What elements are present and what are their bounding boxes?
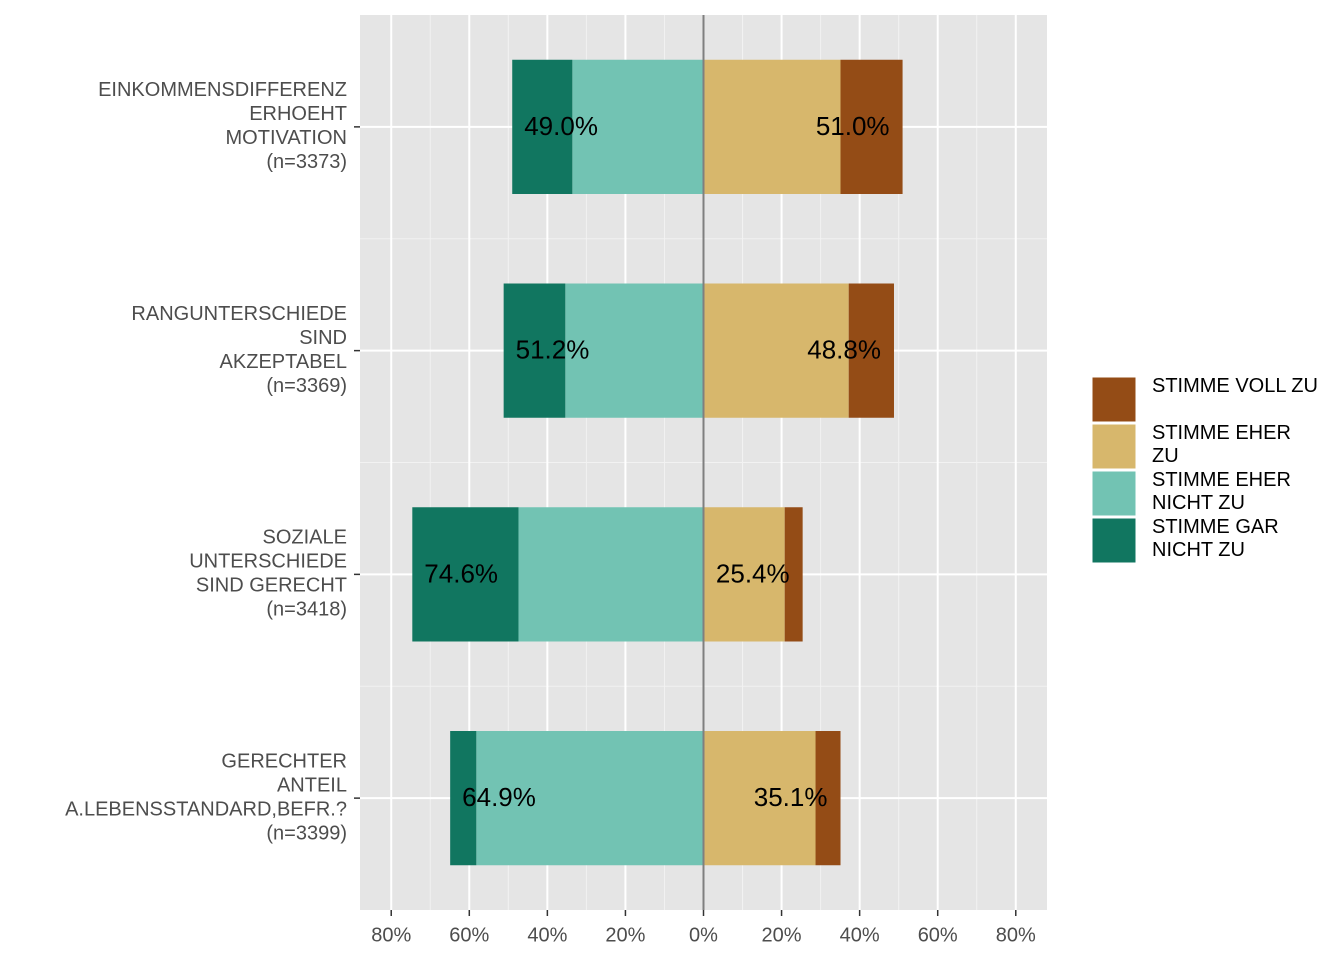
value-label: 64.9% — [462, 782, 536, 812]
legend-label: STIMME VOLL ZU — [1152, 375, 1318, 397]
bar-segment — [476, 731, 704, 866]
bar-segment — [840, 59, 903, 194]
legend-label: STIMME EHER ZU — [1152, 422, 1291, 467]
y-tick-label: SOZIALE — [263, 527, 347, 549]
y-tick-label: (n=3373) — [266, 151, 347, 173]
legend-key — [1091, 517, 1137, 564]
bar-segment — [848, 283, 894, 418]
bar-segment — [703, 507, 785, 642]
y-tick-label: ANTEIL — [277, 774, 347, 796]
y-tick-label: GERECHTER — [221, 750, 347, 772]
bar-segment — [512, 59, 573, 194]
legend-key — [1091, 423, 1137, 470]
bar-segment — [703, 731, 816, 866]
bar-segment — [565, 283, 704, 418]
bar-segment — [815, 731, 841, 866]
legend-key — [1091, 376, 1137, 423]
value-label: 49.0% — [524, 111, 598, 141]
y-tick-label: (n=3399) — [266, 822, 347, 844]
y-tick-label: SIND — [299, 327, 347, 349]
legend-label: STIMME EHER NICHT ZU — [1152, 469, 1291, 514]
x-tick-label: 0% — [689, 924, 718, 946]
y-tick-label: (n=3369) — [266, 375, 347, 397]
y-tick-label: AKZEPTABEL — [220, 351, 347, 373]
legend-key — [1091, 470, 1137, 517]
y-tick-label: MOTIVATION — [226, 127, 347, 149]
y-tick-label: A.LEBENSSTANDARD,BEFR.? — [65, 798, 347, 820]
bar-segment — [518, 507, 704, 642]
x-tick-label: 80% — [996, 924, 1036, 946]
y-tick-label: RANGUNTERSCHIEDE — [131, 303, 347, 325]
y-tick-label: EINKOMMENSDIFFERENZ — [98, 79, 347, 101]
bar-segment — [412, 507, 519, 642]
value-label: 35.1% — [754, 782, 828, 812]
bar-segment — [450, 731, 477, 866]
y-tick-label: UNTERSCHIEDE — [189, 551, 347, 573]
value-label: 48.8% — [807, 335, 881, 365]
x-tick-label: 40% — [840, 924, 880, 946]
value-label: 25.4% — [716, 558, 790, 588]
y-tick-label: (n=3418) — [266, 599, 347, 621]
bar-segment — [503, 283, 566, 418]
y-tick-label: ERHOEHT — [249, 103, 347, 125]
x-tick-label: 40% — [527, 924, 567, 946]
x-tick-label: 20% — [762, 924, 802, 946]
value-label: 74.6% — [424, 558, 498, 588]
legend-label: STIMME GAR NICHT ZU — [1152, 516, 1279, 561]
bar-segment — [703, 59, 841, 194]
x-tick-label: 80% — [371, 924, 411, 946]
value-label: 51.2% — [516, 335, 590, 365]
x-tick-label: 60% — [918, 924, 958, 946]
bar-segment — [572, 59, 704, 194]
x-tick-label: 60% — [449, 924, 489, 946]
y-tick-label: SIND GERECHT — [196, 575, 347, 597]
bar-segment — [784, 507, 803, 642]
x-tick-label: 20% — [605, 924, 645, 946]
value-label: 51.0% — [816, 111, 890, 141]
bar-segment — [703, 283, 849, 418]
